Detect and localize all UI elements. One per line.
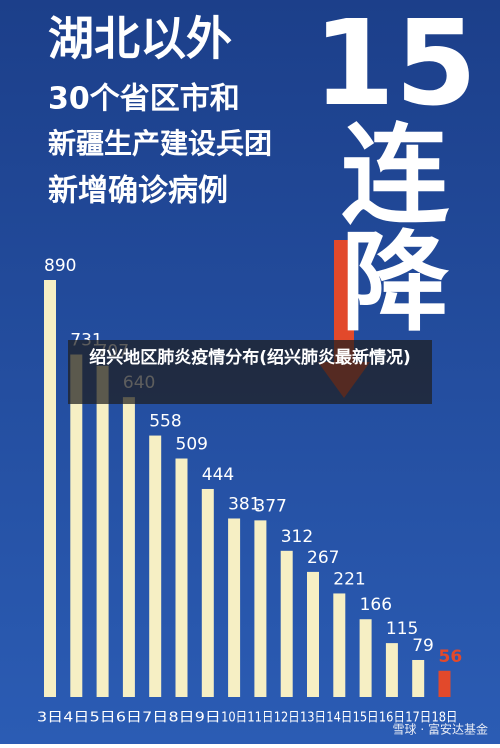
- x-tick-label: 11日: [247, 711, 273, 726]
- x-tick-label: 10日: [221, 711, 247, 726]
- value-label: 166: [360, 595, 392, 615]
- bar: [280, 550, 293, 697]
- x-tick-label: 3日: [37, 711, 63, 726]
- bar: [254, 520, 267, 697]
- x-tick-label: 18日: [432, 711, 458, 726]
- x-tick-label: 12日: [274, 711, 300, 726]
- value-label: 79: [412, 636, 434, 656]
- x-tick-label: 16日: [379, 711, 405, 726]
- x-tick-label: 6日: [116, 711, 142, 726]
- watermark: 雪球 · 富安达基金: [393, 722, 488, 737]
- overlay-box: [68, 340, 432, 404]
- x-tick-label: 4日: [63, 711, 89, 726]
- value-label: 444: [202, 465, 234, 485]
- bar: [70, 354, 83, 697]
- value-label: 381: [228, 494, 260, 514]
- badge: 15: [313, 0, 477, 132]
- x-tick-label: 15日: [353, 711, 379, 726]
- bar: [96, 365, 109, 697]
- bar: [201, 488, 214, 697]
- value-label: 558: [149, 412, 181, 432]
- headline: 新疆生产建设兵团: [48, 127, 272, 160]
- overlay-text: 绍兴地区肺炎疫情分布(绍兴肺炎最新情况): [89, 348, 411, 368]
- value-label: 221: [333, 569, 365, 589]
- bar: [385, 643, 398, 697]
- bar: [438, 670, 451, 697]
- value-label: 890: [44, 256, 76, 276]
- bar: [333, 593, 346, 697]
- bar: [228, 518, 241, 697]
- bar: [175, 458, 188, 697]
- value-label: 509: [176, 435, 208, 455]
- value-label: 312: [281, 527, 313, 547]
- overlay: 绍兴地区肺炎疫情分布(绍兴肺炎最新情况): [89, 348, 411, 368]
- value-label: 115: [386, 619, 418, 639]
- value-label: 377: [254, 496, 286, 516]
- bar: [359, 619, 372, 697]
- x-tick-label: 8日: [169, 711, 195, 726]
- x-tick-label: 14日: [326, 711, 352, 726]
- x-tick-label: 17日: [405, 711, 431, 726]
- value-label: 56: [439, 647, 463, 667]
- bar: [412, 659, 425, 697]
- headline: 新增确诊病例: [48, 174, 228, 209]
- value-label: 267: [307, 548, 339, 568]
- headline: 湖北以外: [48, 12, 232, 66]
- x-tick-label: 7日: [142, 711, 168, 726]
- x-tick-label: 9日: [195, 711, 221, 726]
- badge: 降: [341, 221, 450, 346]
- bar: [122, 397, 135, 697]
- badge: 连: [341, 114, 450, 239]
- headline: 30个省区市和: [48, 82, 240, 117]
- bar: [149, 435, 162, 697]
- x-tick-label: 13日: [300, 711, 326, 726]
- x-tick-label: 5日: [90, 711, 116, 726]
- bar: [44, 280, 56, 697]
- bar: [307, 571, 319, 697]
